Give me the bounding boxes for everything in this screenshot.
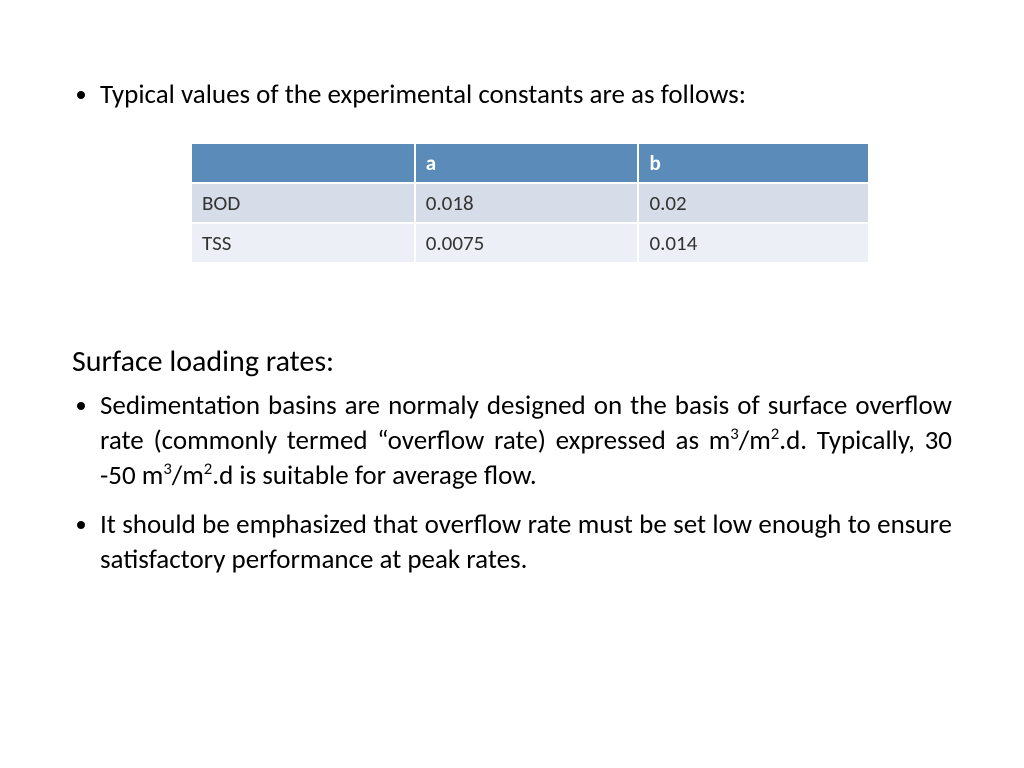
table-row: BOD 0.018 0.02 [191, 183, 869, 223]
table-header-row: a b [191, 143, 869, 183]
table-row: TSS 0.0075 0.014 [191, 223, 869, 263]
body-bullet: Sedimentation basins are normaly designe… [100, 388, 952, 493]
intro-bullet-list: Typical values of the experimental const… [72, 78, 952, 112]
cell-b: 0.014 [638, 223, 869, 263]
col-header-b: b [638, 143, 869, 183]
body-bullet: It should be emphasized that overflow ra… [100, 507, 952, 577]
col-header-blank [191, 143, 415, 183]
section-heading: Surface loading rates: [72, 344, 952, 380]
intro-bullet: Typical values of the experimental const… [100, 78, 952, 112]
cell-a: 0.018 [415, 183, 639, 223]
cell-a: 0.0075 [415, 223, 639, 263]
slide: Typical values of the experimental const… [0, 0, 1024, 768]
row-label: BOD [191, 183, 415, 223]
row-label: TSS [191, 223, 415, 263]
constants-table-wrapper: a b BOD 0.018 0.02 TSS 0.0075 0.014 [190, 142, 870, 264]
body-bullet-list: Sedimentation basins are normaly designe… [72, 388, 952, 577]
cell-b: 0.02 [638, 183, 869, 223]
constants-table: a b BOD 0.018 0.02 TSS 0.0075 0.014 [190, 142, 870, 264]
col-header-a: a [415, 143, 639, 183]
